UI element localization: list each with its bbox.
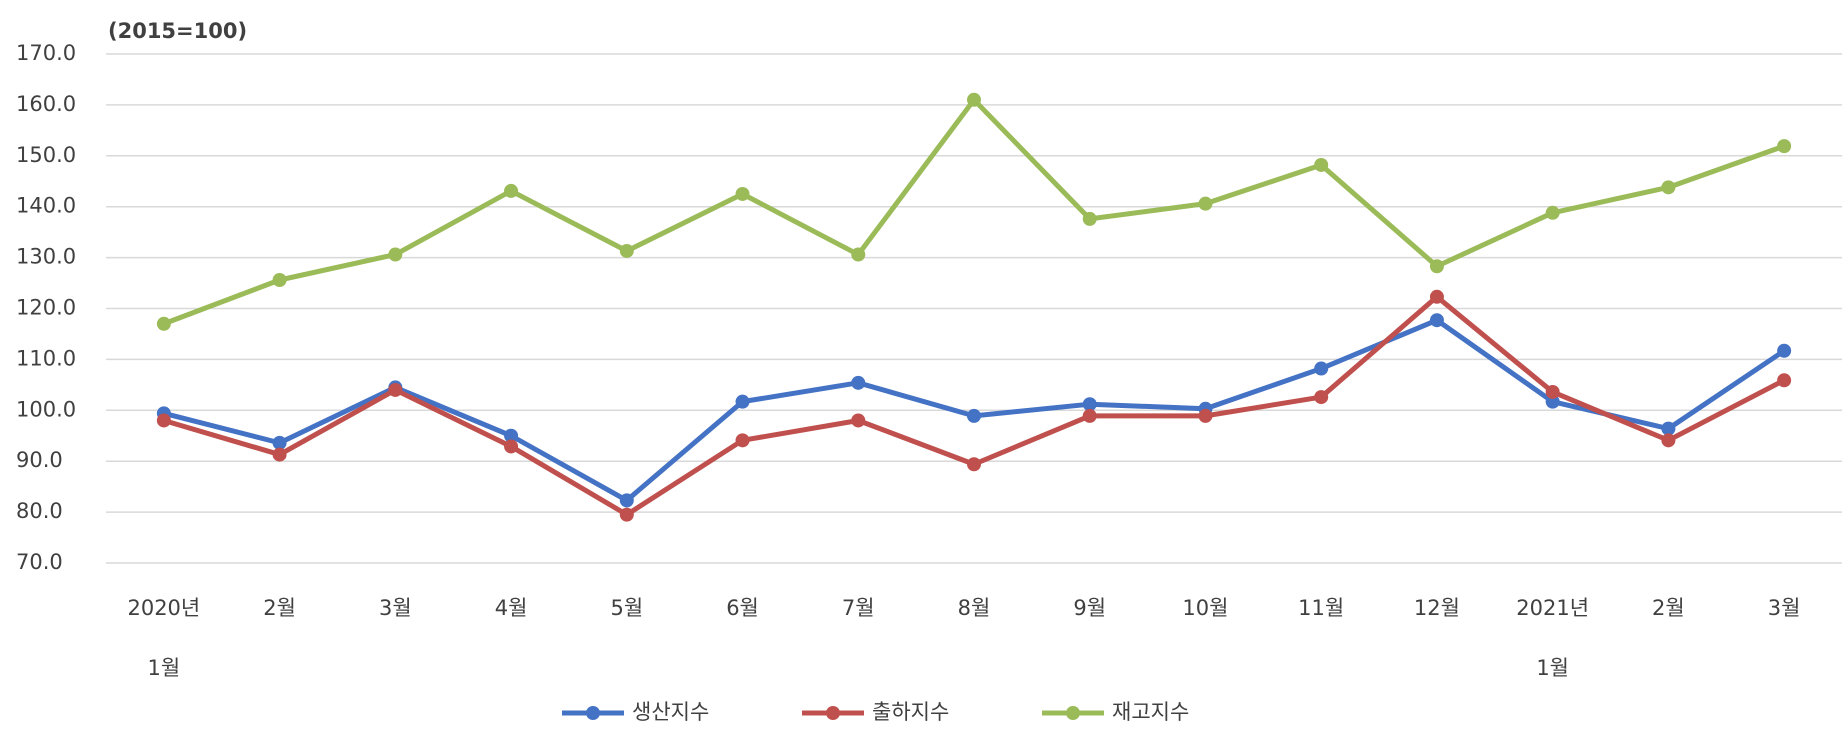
x-tick-label: 2월 xyxy=(263,596,296,620)
x-tick-label: 2021년 1월 xyxy=(1516,596,1590,680)
x-tick-label: 9월 xyxy=(1073,596,1107,620)
y-tick-label: 170.0 xyxy=(16,41,76,65)
x-tick-label: 7월 xyxy=(841,596,875,620)
data-point xyxy=(967,408,981,423)
data-point xyxy=(619,243,634,258)
data-point xyxy=(1661,421,1676,436)
data-point xyxy=(504,428,519,443)
y-tick-label: 70.0 xyxy=(16,550,63,574)
y-axis-label: (2015=100) xyxy=(108,19,247,43)
x-tick-label: 10월 xyxy=(1182,596,1229,620)
y-tick-label: 130.0 xyxy=(16,245,76,269)
data-point xyxy=(1429,313,1444,328)
y-tick-label: 120.0 xyxy=(16,296,76,320)
y-tick-label: 100.0 xyxy=(16,397,76,421)
data-point xyxy=(1777,343,1792,358)
data-point xyxy=(156,316,171,331)
data-point xyxy=(851,413,866,428)
data-point xyxy=(504,439,519,454)
data-point xyxy=(272,272,287,287)
data-point xyxy=(1777,373,1792,388)
x-tick-label: 8월 xyxy=(957,596,991,620)
y-tick-label: 150.0 xyxy=(16,143,76,167)
y-tick-label: 140.0 xyxy=(16,194,76,218)
data-point xyxy=(156,413,171,428)
data-point xyxy=(1198,408,1213,423)
legend-marker xyxy=(826,706,840,720)
x-tick-label: 12월 xyxy=(1413,596,1460,620)
y-tick-label: 90.0 xyxy=(16,448,63,472)
data-point xyxy=(851,247,866,262)
data-point xyxy=(735,186,750,201)
x-tick-label: 2월 xyxy=(1652,596,1685,620)
x-tick-label: 2020년 1월 xyxy=(127,596,201,680)
legend-label: 생산지수 xyxy=(632,700,709,724)
data-point xyxy=(735,394,750,409)
data-point xyxy=(272,435,287,450)
x-tick-label: 4월 xyxy=(494,596,528,620)
data-point xyxy=(1082,397,1097,412)
data-point xyxy=(1314,390,1329,405)
data-point xyxy=(1661,180,1676,195)
y-tick-label: 160.0 xyxy=(16,92,76,116)
data-point xyxy=(504,183,519,198)
x-tick-label: 3월 xyxy=(1767,596,1801,620)
data-point xyxy=(619,507,634,522)
data-point xyxy=(1429,259,1444,274)
data-point xyxy=(1314,157,1329,172)
data-point xyxy=(1545,205,1560,220)
legend-marker xyxy=(1066,706,1080,720)
data-point xyxy=(619,493,634,508)
data-point xyxy=(851,375,866,390)
data-point xyxy=(967,92,981,107)
data-point xyxy=(272,447,287,462)
x-tick-label: 5월 xyxy=(610,596,644,620)
legend-label: 재고지수 xyxy=(1112,700,1189,724)
data-point xyxy=(1545,384,1560,399)
data-point xyxy=(1082,211,1097,226)
data-point xyxy=(1429,289,1444,304)
data-point xyxy=(735,433,750,448)
data-point xyxy=(967,457,981,472)
x-tick-label: 6월 xyxy=(726,596,759,620)
data-point xyxy=(388,382,403,397)
x-tick-label: 3월 xyxy=(378,596,412,620)
data-point xyxy=(1777,139,1792,154)
data-point xyxy=(1198,196,1213,211)
series-line xyxy=(163,294,1786,518)
data-point xyxy=(1545,394,1560,409)
legend-label: 출하지수 xyxy=(872,700,949,724)
y-tick-label: 110.0 xyxy=(16,346,76,370)
legend-marker xyxy=(586,706,600,720)
data-point xyxy=(1314,361,1329,376)
y-tick-label: 80.0 xyxy=(16,499,63,523)
x-tick-label: 11월 xyxy=(1298,596,1345,620)
data-point xyxy=(1082,408,1097,423)
data-point xyxy=(388,247,403,262)
data-point xyxy=(1661,433,1676,448)
series-line xyxy=(162,97,1785,327)
